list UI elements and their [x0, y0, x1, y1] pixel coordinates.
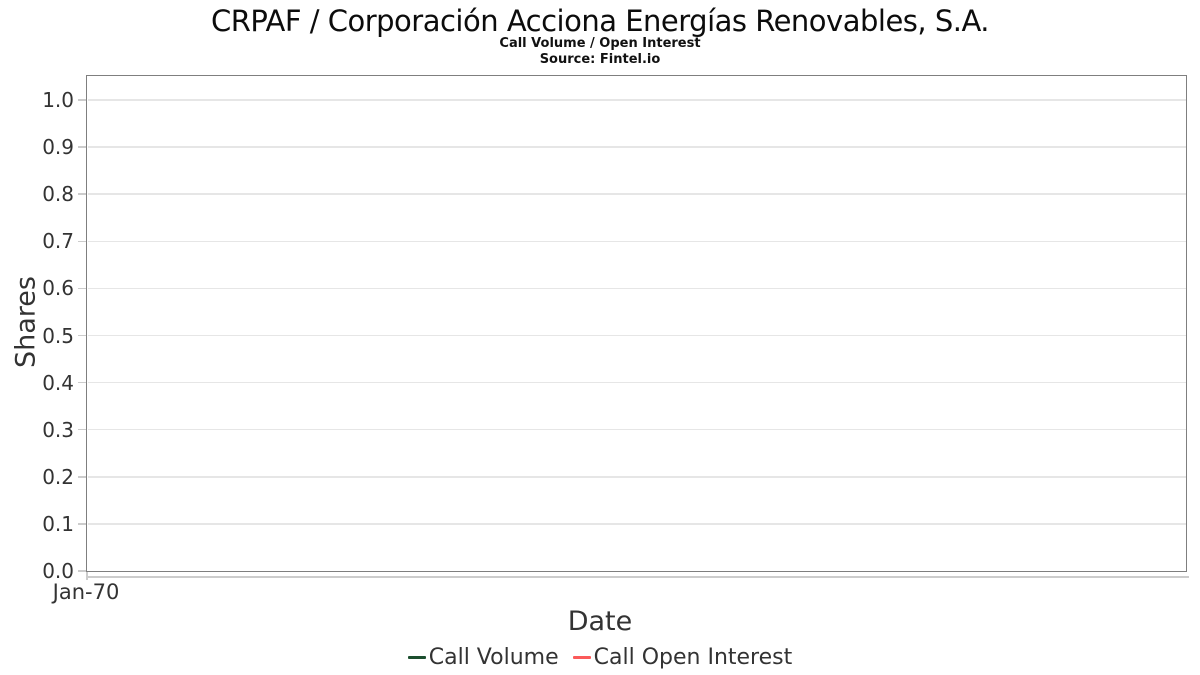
y-gridline — [88, 523, 1186, 525]
y-tick-label: 0.0 — [42, 559, 74, 583]
chart-subtitle: Call Volume / Open Interest — [499, 36, 701, 51]
y-tick-label: 0.3 — [42, 417, 74, 442]
x-axis-tick — [86, 572, 88, 580]
y-gridline — [88, 240, 1186, 243]
chart-source-credit: Source: Fintel.io — [539, 52, 661, 67]
y-axis-tick — [78, 99, 86, 101]
y-tick-label: 0.1 — [42, 511, 74, 536]
legend-line-marker — [407, 656, 426, 659]
legend-label: Call Open Interest — [593, 645, 793, 670]
x-axis-line — [86, 576, 1189, 578]
y-axis-tick — [78, 523, 86, 525]
y-gridline — [88, 428, 1186, 431]
y-tick-label: 0.2 — [42, 464, 74, 489]
y-gridline — [88, 99, 1186, 101]
y-axis-tick — [78, 570, 86, 572]
y-axis-tick — [78, 334, 86, 337]
y-gridline — [88, 146, 1186, 148]
x-axis-title: Date — [567, 606, 633, 637]
legend-line-marker — [572, 656, 591, 659]
y-tick-label: 0.4 — [42, 370, 74, 395]
legend-label: Call Volume — [428, 645, 559, 670]
y-axis-tick — [78, 428, 86, 431]
y-tick-label: 0.5 — [42, 323, 74, 348]
y-gridline — [88, 193, 1186, 195]
y-tick-label: 1.0 — [42, 88, 74, 112]
y-tick-label: 0.7 — [42, 229, 74, 254]
y-axis-title: Shares — [10, 276, 42, 368]
legend: Call Volume Call Open Interest — [0, 645, 1200, 670]
legend-item-call-volume[interactable]: Call Volume — [407, 645, 559, 670]
y-gridline — [88, 287, 1186, 290]
y-tick-label: 0.6 — [42, 276, 74, 301]
legend-item-call-open-interest[interactable]: Call Open Interest — [572, 645, 793, 670]
y-axis-tick — [78, 193, 86, 195]
y-gridline — [88, 334, 1186, 337]
y-tick-label: 0.9 — [42, 135, 74, 160]
y-axis-tick — [78, 476, 86, 478]
chart-title: CRPAF / Corporación Acciona Energías Ren… — [210, 4, 990, 38]
plot-area — [86, 75, 1187, 572]
y-tick-label: 0.8 — [42, 182, 74, 207]
y-gridline — [88, 381, 1186, 384]
y-axis-tick — [78, 381, 86, 384]
y-axis-tick — [78, 287, 86, 290]
y-gridline — [88, 476, 1186, 478]
y-axis-tick — [78, 146, 86, 148]
x-tick-label: Jan-70 — [52, 580, 120, 604]
y-axis-tick — [78, 240, 86, 243]
